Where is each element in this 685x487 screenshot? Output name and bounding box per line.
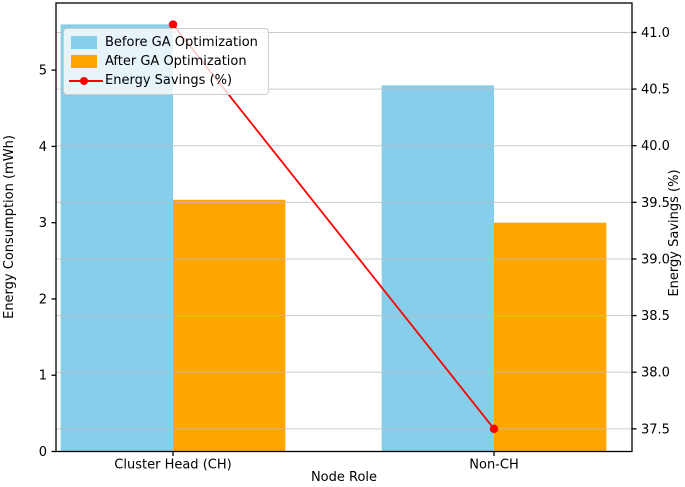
right-tick-label: 40.0	[641, 139, 670, 154]
left-tick-label: 0	[39, 445, 47, 460]
right-tick-label: 39.5	[641, 196, 670, 211]
left-tick-label: 1	[39, 369, 47, 384]
legend-label-savings: Energy Savings (%)	[105, 73, 233, 88]
right-tick-label: 38.0	[641, 366, 670, 381]
right-tick-label: 41.0	[641, 26, 670, 41]
legend-line-marker-icon	[69, 74, 103, 87]
bar-before-0	[60, 24, 173, 452]
tick-labels-layer: 0 1 2 3 4 5 37.5 38.0 38.5 39.0 39.5 40.0 40.5 41.0 Cl…	[39, 26, 670, 473]
bar-before-1	[381, 85, 494, 452]
legend-label-before: Before GA Optimization	[105, 35, 258, 50]
x-tick-label: Cluster Head (CH)	[114, 458, 231, 473]
left-tick-label: 4	[39, 140, 47, 155]
left-tick-label: 2	[39, 292, 47, 307]
plot-border	[55, 2, 633, 453]
right-tick-label: 38.5	[641, 309, 670, 324]
right-axis-label: Energy Savings (%)	[667, 169, 682, 296]
right-tick-label: 39.0	[641, 252, 670, 267]
bars-layer	[60, 24, 607, 452]
bar-after-1	[494, 222, 607, 452]
legend-swatch-after-icon	[71, 55, 97, 68]
legend: Before GA Optimization After GA Optimiza…	[63, 28, 269, 95]
savings-point-marker	[489, 424, 499, 434]
legend-item-after: After GA Optimization	[71, 54, 258, 69]
legend-swatch-before-icon	[71, 36, 97, 49]
x-tick-label: Non-CH	[469, 458, 518, 473]
bar-after-0	[173, 199, 286, 452]
legend-item-before: Before GA Optimization	[71, 35, 258, 50]
savings-point-marker	[168, 20, 178, 29]
left-tick-label: 3	[39, 216, 47, 231]
x-axis-label: Node Role	[311, 470, 377, 485]
left-tick-label: 5	[39, 64, 47, 79]
right-tick-label: 40.5	[641, 83, 670, 98]
legend-item-savings: Energy Savings (%)	[69, 73, 258, 88]
axes-layer	[51, 2, 637, 456]
legend-label-after: After GA Optimization	[105, 54, 247, 69]
left-axis-label: Energy Consumption (mWh)	[2, 135, 17, 319]
right-tick-label: 37.5	[641, 422, 670, 437]
